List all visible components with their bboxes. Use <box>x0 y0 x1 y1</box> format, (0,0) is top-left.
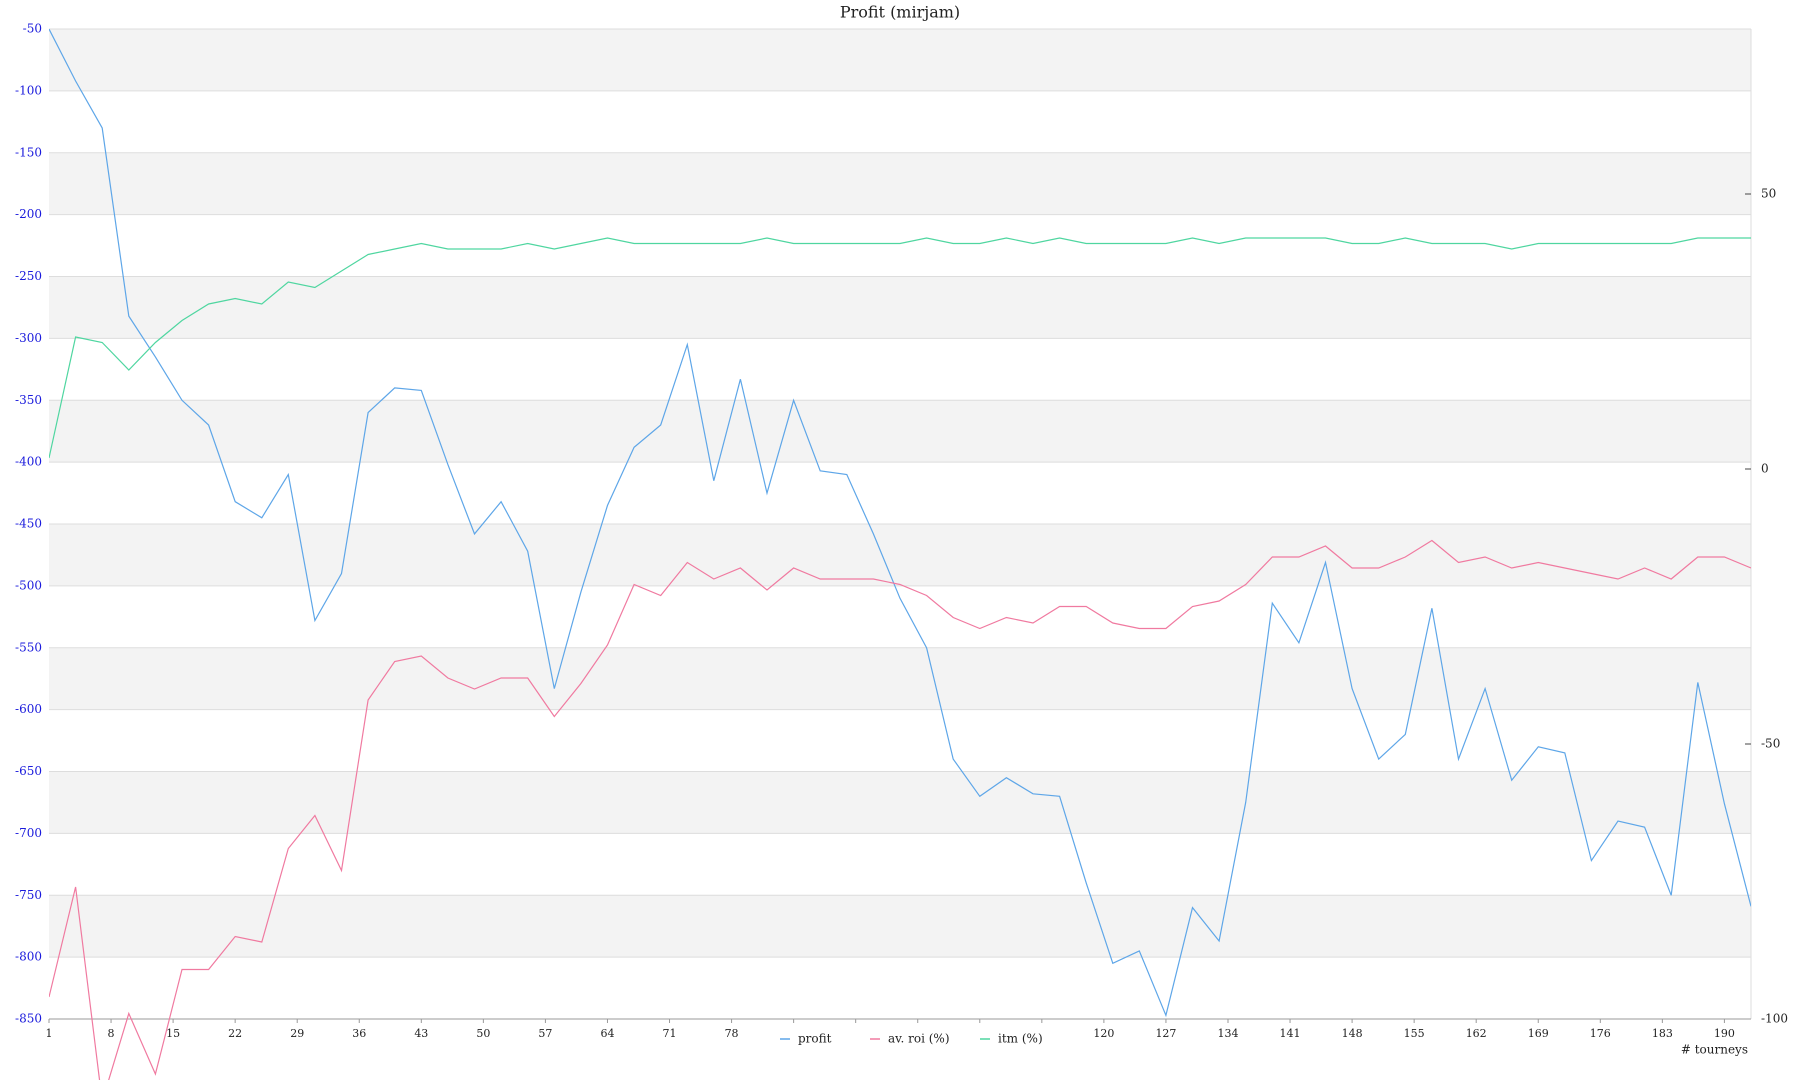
grid-band <box>49 647 1751 710</box>
grid-band <box>49 276 1751 339</box>
series-line <box>49 539 1751 1080</box>
grid-band <box>49 524 1751 586</box>
y-tick-label: -600 <box>15 702 42 716</box>
y-tick-label: -350 <box>15 393 42 407</box>
plot-background <box>49 29 1751 1019</box>
grid-band <box>49 771 1751 834</box>
chart-title: Profit (mirjam) <box>840 3 960 22</box>
legend-label: itm (%) <box>998 1032 1043 1046</box>
x-tick-label: 190 <box>1714 1027 1735 1040</box>
y2-tick-label: 0 <box>1761 462 1769 476</box>
x-tick-label: 155 <box>1404 1027 1425 1040</box>
x-tick-label: 127 <box>1155 1027 1176 1040</box>
y-tick-label: -500 <box>15 578 42 592</box>
y-tick-label: -300 <box>15 331 42 345</box>
y-tick-label: -650 <box>15 764 42 778</box>
legend-label: av. roi (%) <box>888 1032 950 1046</box>
y-tick-label: -750 <box>15 888 42 902</box>
y-tick-label: -700 <box>15 826 42 840</box>
grid-band <box>49 462 1751 524</box>
grid-band <box>49 338 1751 401</box>
x-tick-label: 29 <box>290 1027 304 1040</box>
y-tick-label: -450 <box>15 517 42 531</box>
y2-tick-label: 50 <box>1761 187 1776 201</box>
y-tick-label: -400 <box>15 455 42 469</box>
x-tick-label: 78 <box>725 1027 739 1040</box>
x-tick-label: 15 <box>166 1027 180 1040</box>
x-tick-label: 169 <box>1528 1027 1549 1040</box>
y2-tick-label: -50 <box>1761 737 1780 751</box>
grid-band <box>49 152 1751 215</box>
x-tick-label: 148 <box>1342 1027 1363 1040</box>
grid-band <box>49 90 1751 153</box>
y-tick-label: -100 <box>15 83 42 97</box>
y-tick-label: -250 <box>15 269 42 283</box>
x-tick-label: 176 <box>1590 1027 1611 1040</box>
legend-label: profit <box>798 1032 832 1046</box>
x-tick-label: 36 <box>352 1027 366 1040</box>
grid-band <box>49 400 1751 463</box>
grid-band <box>49 957 1751 1019</box>
x-tick-label: 50 <box>476 1027 490 1040</box>
x-tick-label: 22 <box>228 1027 242 1040</box>
x-tick-label: 64 <box>600 1027 614 1040</box>
grid-band <box>49 895 1751 958</box>
y-tick-label: -550 <box>15 640 42 654</box>
x-tick-label: 71 <box>663 1027 677 1040</box>
y-tick-label: -850 <box>15 1012 42 1026</box>
x-tick-label: 8 <box>108 1027 115 1040</box>
grid-band <box>49 709 1751 772</box>
x-tick-label: 141 <box>1280 1027 1301 1040</box>
grid-band <box>49 214 1751 277</box>
x-tick-label: 183 <box>1652 1027 1673 1040</box>
y-tick-label: -150 <box>15 145 42 159</box>
x-tick-label: 57 <box>538 1027 552 1040</box>
x-tick-label: 162 <box>1466 1027 1487 1040</box>
y-tick-label: -200 <box>15 207 42 221</box>
x-tick-label: 120 <box>1093 1027 1114 1040</box>
grid-band <box>49 29 1751 91</box>
x-tick-label: 134 <box>1217 1027 1238 1040</box>
x-tick-label: 43 <box>414 1027 428 1040</box>
y-tick-label: -50 <box>23 22 42 36</box>
x-tick-label: 1 <box>46 1027 53 1040</box>
grid-band <box>49 585 1751 648</box>
series-line <box>49 237 1751 459</box>
y-tick-label: -800 <box>15 950 42 964</box>
grid-band <box>49 833 1751 896</box>
y2-tick-label: -100 <box>1761 1012 1788 1026</box>
series-line <box>49 29 1751 1018</box>
x-axis-title: # tourneys <box>1681 1043 1748 1057</box>
